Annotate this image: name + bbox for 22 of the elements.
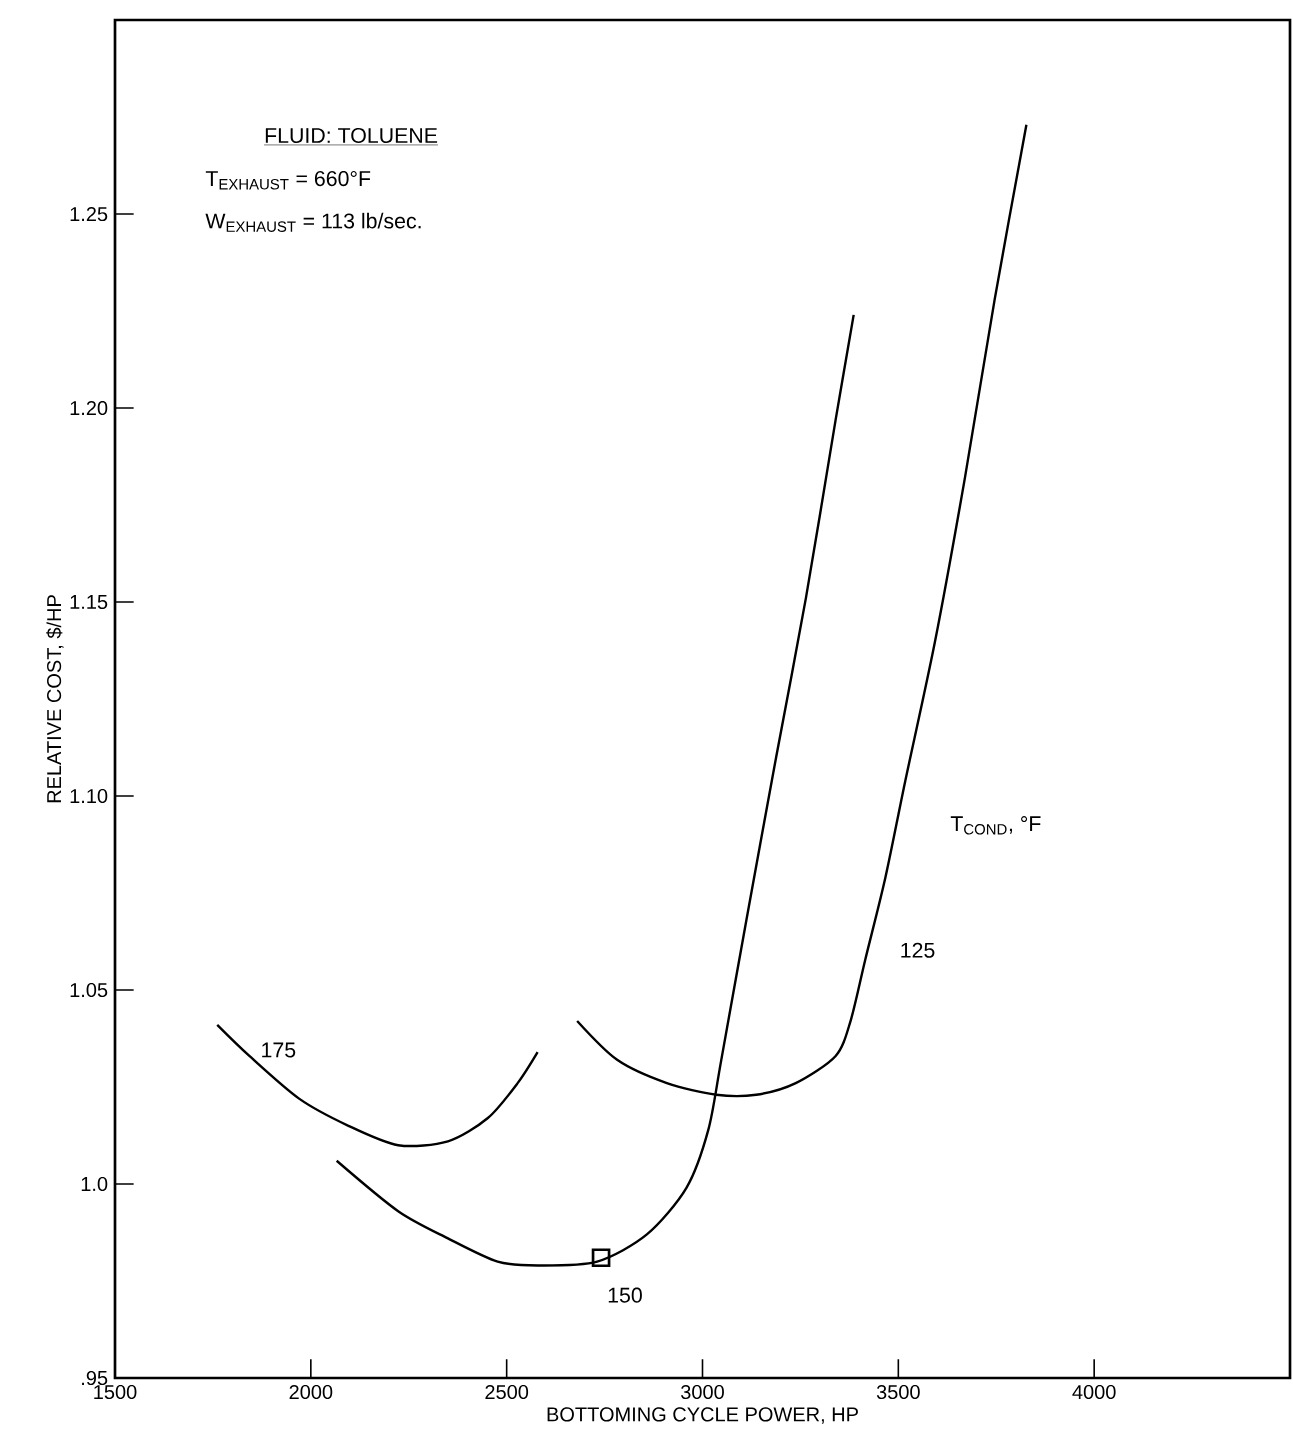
annotation: T$_{EXHAUST}$ = 660°F: [205, 171, 371, 190]
annotation: 150: [608, 1287, 642, 1303]
y-axis-title: RELATIVE COST, $/HP: [46, 595, 64, 803]
x-tick-label: 2500: [485, 1384, 529, 1400]
y-tick-label: 1.10: [70, 788, 108, 804]
annotation: FLUID: TOLUENE: [265, 127, 438, 144]
y-tick-label: 1.0: [81, 1176, 108, 1192]
y-tick-label: 1.05: [70, 982, 108, 998]
annotation: W$_{EXHAUST}$ = 113 lb/sec.: [205, 212, 421, 232]
x-tick-label: 2000: [289, 1384, 333, 1400]
y-tick-label: 1.25: [70, 206, 108, 222]
x-tick-label: 3500: [876, 1384, 920, 1400]
x-tick-label: 4000: [1072, 1384, 1116, 1400]
annotation: 125: [901, 942, 935, 958]
y-tick-label: .95: [82, 1370, 108, 1386]
annotation: 175: [262, 1042, 296, 1058]
y-tick-label: 1.15: [70, 595, 108, 609]
y-tick-label: 1.20: [70, 400, 108, 416]
annotation: T$_{COND}$, °F: [950, 816, 1041, 835]
x-axis-title: BOTTOMING CYCLE POWER, HP: [547, 1407, 858, 1424]
x-tick-label: 1500: [94, 1384, 137, 1400]
x-tick-label: 3000: [681, 1384, 724, 1400]
